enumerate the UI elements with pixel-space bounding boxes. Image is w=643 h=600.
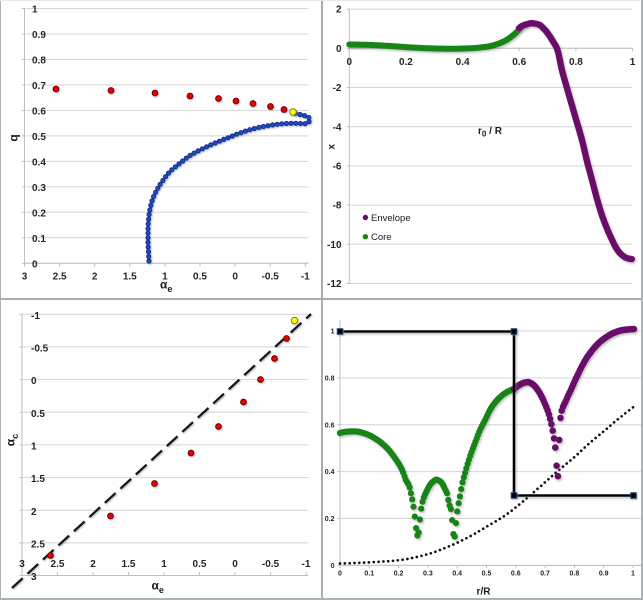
svg-text:0.4: 0.4 bbox=[452, 571, 462, 578]
svg-text:0: 0 bbox=[338, 571, 342, 578]
svg-text:-0.5: -0.5 bbox=[262, 559, 280, 570]
svg-text:-1: -1 bbox=[301, 271, 310, 282]
svg-text:-10: -10 bbox=[327, 240, 342, 251]
svg-text:0.8: 0.8 bbox=[325, 375, 335, 382]
svg-text:0: 0 bbox=[232, 559, 238, 570]
svg-text:x: x bbox=[327, 143, 338, 149]
svg-text:0.5: 0.5 bbox=[193, 271, 207, 282]
svg-text:2.5: 2.5 bbox=[31, 540, 45, 551]
svg-text:0.6: 0.6 bbox=[511, 571, 521, 578]
svg-text:0.8: 0.8 bbox=[32, 56, 46, 67]
svg-text:3: 3 bbox=[31, 572, 37, 583]
svg-text:2: 2 bbox=[92, 271, 98, 282]
svg-text:1: 1 bbox=[162, 271, 168, 282]
svg-text:-2: -2 bbox=[333, 83, 342, 94]
svg-text:q: q bbox=[7, 134, 21, 141]
svg-text:0: 0 bbox=[31, 376, 37, 387]
svg-text:0.2: 0.2 bbox=[325, 516, 335, 523]
svg-text:-8: -8 bbox=[333, 201, 342, 212]
svg-text:0.4: 0.4 bbox=[32, 158, 46, 169]
svg-text:r0 / R: r0 / R bbox=[478, 126, 503, 139]
svg-text:0.6: 0.6 bbox=[512, 57, 526, 68]
svg-text:0.7: 0.7 bbox=[540, 571, 550, 578]
svg-text:-1: -1 bbox=[302, 559, 311, 570]
svg-text:0.2: 0.2 bbox=[32, 208, 46, 219]
svg-text:r/R: r/R bbox=[477, 587, 492, 598]
svg-text:0: 0 bbox=[347, 57, 353, 68]
svg-text:2: 2 bbox=[31, 507, 37, 518]
svg-text:-12: -12 bbox=[327, 279, 342, 290]
svg-text:1: 1 bbox=[630, 57, 636, 68]
svg-text:0.4: 0.4 bbox=[456, 57, 470, 68]
svg-text:0.6: 0.6 bbox=[32, 107, 46, 118]
svg-text:0.5: 0.5 bbox=[482, 571, 492, 578]
svg-text:0.2: 0.2 bbox=[399, 57, 413, 68]
svg-text:2: 2 bbox=[336, 5, 342, 16]
svg-text:0.3: 0.3 bbox=[423, 571, 433, 578]
svg-text:1: 1 bbox=[331, 329, 335, 336]
svg-text:0.8: 0.8 bbox=[569, 57, 583, 68]
svg-text:2: 2 bbox=[90, 559, 96, 570]
svg-text:Core: Core bbox=[371, 232, 392, 243]
svg-text:-0.5: -0.5 bbox=[262, 271, 280, 282]
svg-text:0.9: 0.9 bbox=[599, 571, 609, 578]
svg-text:-4: -4 bbox=[333, 122, 342, 133]
svg-text:1: 1 bbox=[161, 559, 167, 570]
svg-text:0: 0 bbox=[331, 563, 335, 570]
svg-text:0.5: 0.5 bbox=[32, 132, 46, 143]
svg-text:0.3: 0.3 bbox=[32, 183, 46, 194]
svg-text:0.1: 0.1 bbox=[32, 234, 46, 245]
svg-text:αe: αe bbox=[160, 278, 172, 295]
svg-text:0.8: 0.8 bbox=[570, 571, 580, 578]
svg-text:0.5: 0.5 bbox=[31, 409, 45, 420]
svg-text:1.5: 1.5 bbox=[122, 559, 136, 570]
svg-text:0.1: 0.1 bbox=[364, 571, 374, 578]
svg-text:0.4: 0.4 bbox=[325, 469, 335, 476]
svg-text:2.5: 2.5 bbox=[51, 559, 65, 570]
svg-text:0.6: 0.6 bbox=[325, 422, 335, 429]
svg-text:1.5: 1.5 bbox=[123, 271, 137, 282]
svg-text:0.5: 0.5 bbox=[193, 559, 207, 570]
svg-text:0: 0 bbox=[232, 271, 238, 282]
svg-text:1: 1 bbox=[31, 442, 37, 453]
svg-text:0: 0 bbox=[32, 259, 38, 270]
svg-text:0.2: 0.2 bbox=[394, 571, 404, 578]
svg-text:2.5: 2.5 bbox=[53, 271, 67, 282]
svg-text:0.9: 0.9 bbox=[32, 30, 46, 41]
svg-text:-6: -6 bbox=[333, 162, 342, 173]
svg-text:1.5: 1.5 bbox=[31, 474, 45, 485]
svg-text:-1: -1 bbox=[31, 311, 40, 322]
svg-text:1: 1 bbox=[631, 571, 635, 578]
svg-text:3: 3 bbox=[19, 559, 25, 570]
svg-text:1: 1 bbox=[32, 5, 38, 16]
svg-text:αe: αe bbox=[152, 578, 164, 595]
svg-text:αc: αc bbox=[4, 434, 21, 446]
svg-text:0: 0 bbox=[336, 44, 342, 55]
svg-text:-0.5: -0.5 bbox=[31, 344, 49, 355]
svg-text:3: 3 bbox=[22, 271, 28, 282]
svg-text:Envelope: Envelope bbox=[371, 213, 411, 224]
svg-text:0.7: 0.7 bbox=[32, 81, 46, 92]
